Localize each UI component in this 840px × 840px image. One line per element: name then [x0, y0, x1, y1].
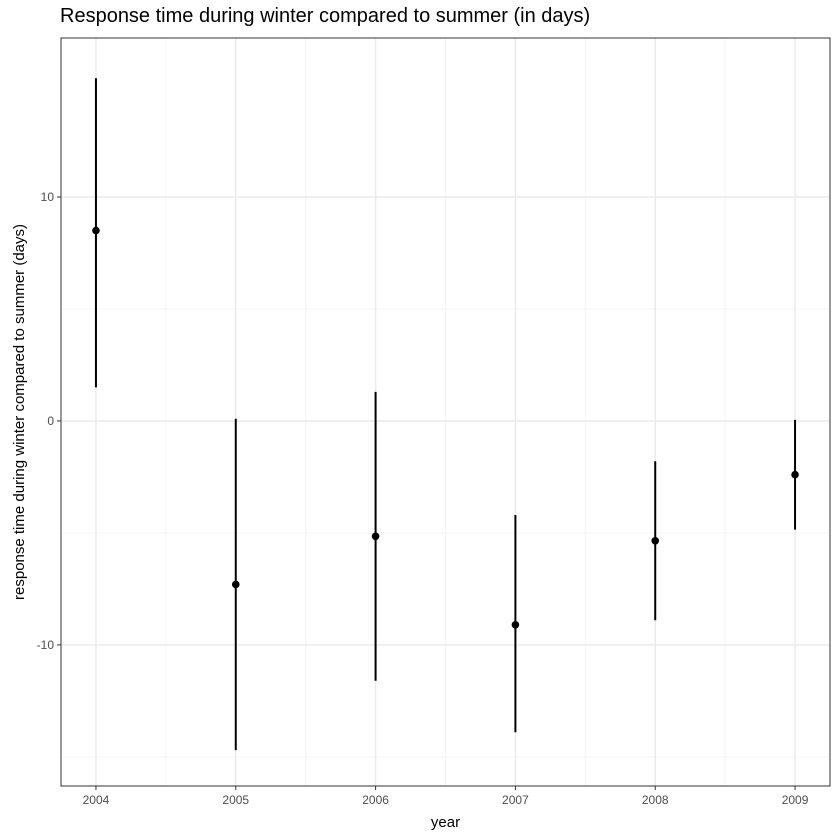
data-point — [511, 620, 520, 629]
data-point — [231, 580, 240, 589]
x-tick-label: 2008 — [642, 793, 669, 807]
data-point — [92, 226, 100, 235]
data-point — [791, 470, 799, 479]
y-tick-label: 10 — [41, 190, 55, 204]
chart-marks — [92, 78, 799, 751]
x-tick-label: 2005 — [222, 793, 249, 807]
x-axis-title: year — [431, 814, 460, 831]
data-point — [651, 536, 660, 545]
x-tick-label: 2009 — [782, 793, 809, 807]
panel-border — [60, 37, 831, 787]
minor-gridlines — [61, 38, 830, 786]
y-tick-label: 0 — [47, 414, 54, 428]
x-tick-label: 2006 — [362, 793, 389, 807]
chart-title: Response time during winter compared to … — [60, 5, 591, 27]
x-tick-label: 2004 — [83, 793, 110, 807]
y-axis-title: response time during winter compared to … — [11, 224, 28, 600]
data-point — [371, 532, 380, 541]
x-tick-label: 2007 — [502, 793, 529, 807]
y-tick-label: -10 — [37, 638, 55, 652]
axis-ticks: -10 0 10 2004 2005 2006 2007 2008 2009 — [37, 190, 809, 807]
